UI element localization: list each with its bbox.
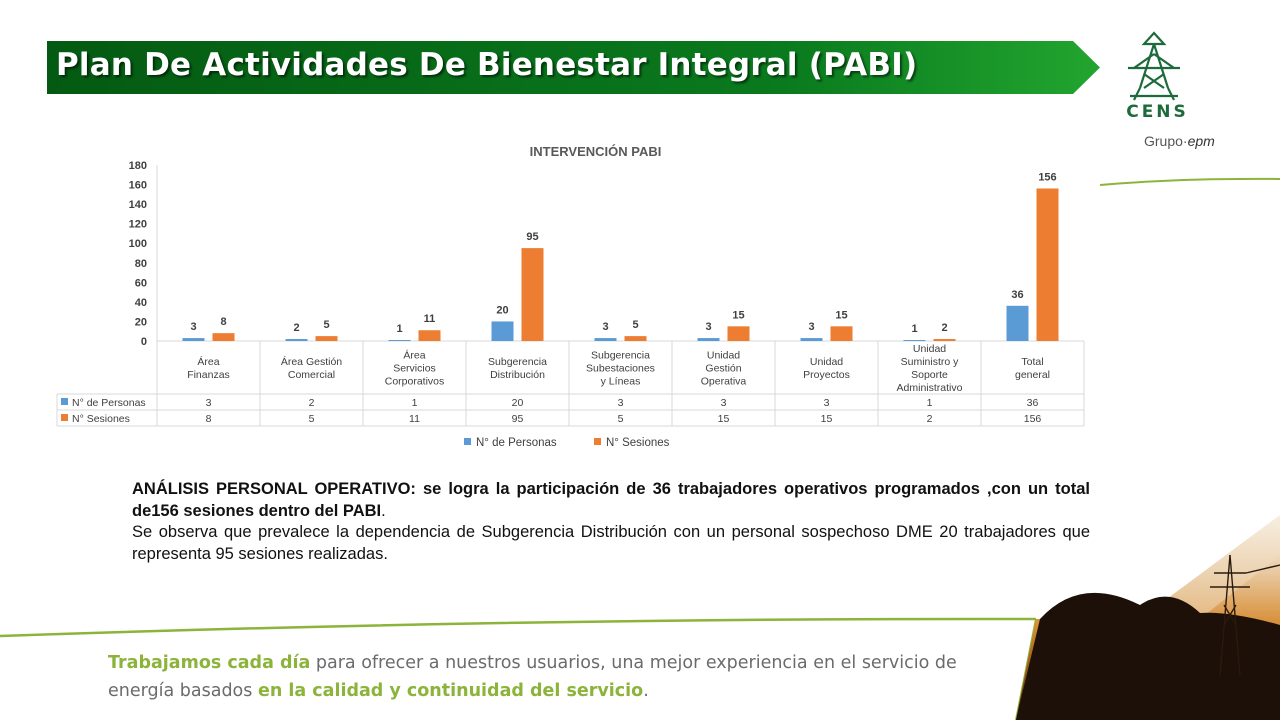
table-value: 3 bbox=[824, 397, 830, 409]
legend-label: N° de Personas bbox=[476, 437, 557, 449]
table-row-label: N° de Personas bbox=[72, 397, 146, 409]
bar-personas bbox=[182, 338, 205, 341]
table-value: 3 bbox=[721, 397, 727, 409]
y-tick-label: 0 bbox=[141, 336, 147, 348]
category-label: Unidad Suministro y Soporte Administrativo bbox=[897, 343, 963, 394]
table-value: 95 bbox=[512, 413, 524, 425]
data-label: 8 bbox=[220, 316, 226, 328]
footer-slogan: Trabajamos cada día para ofrecer a nuest… bbox=[108, 653, 957, 701]
data-label: 95 bbox=[526, 231, 538, 243]
category-label: Unidad Proyectos bbox=[803, 356, 850, 381]
bar-sesiones bbox=[315, 336, 338, 341]
bar-sesiones bbox=[1036, 188, 1059, 341]
data-label: 5 bbox=[632, 319, 638, 331]
bar-sesiones bbox=[933, 339, 956, 341]
category-label: Área Finanzas bbox=[187, 355, 230, 381]
data-label: 3 bbox=[705, 321, 711, 333]
table-legend-key bbox=[61, 414, 68, 421]
bar-personas bbox=[491, 321, 514, 341]
category-label: Total general bbox=[1015, 356, 1050, 381]
category-label: Subgerencia Subestaciones y Líneas bbox=[586, 350, 655, 388]
category-label: Unidad Gestión Operativa bbox=[701, 350, 747, 388]
analysis-text: ANÁLISIS PERSONAL OPERATIVO: se logra la… bbox=[132, 480, 1090, 563]
bar-sesiones bbox=[830, 326, 853, 341]
table-value: 1 bbox=[412, 397, 418, 409]
chart-area: INTERVENCIÓN PABI 0 20 40 60 80 100 120 140 160 18… bbox=[47, 138, 1100, 460]
logo-group: Grupo·epm bbox=[1144, 133, 1215, 149]
bar-personas bbox=[697, 338, 720, 341]
title-banner: Plan De Actividades De Bienestar Integra… bbox=[47, 41, 1100, 94]
chart-title: INTERVENCIÓN PABI bbox=[530, 144, 662, 159]
table-value: 5 bbox=[309, 413, 315, 425]
table-value: 8 bbox=[206, 413, 212, 425]
data-label: 156 bbox=[1038, 171, 1056, 183]
y-tick-label: 180 bbox=[129, 160, 147, 172]
data-label: 3 bbox=[190, 321, 196, 333]
data-label: 1 bbox=[396, 323, 402, 335]
table-legend-key bbox=[61, 398, 68, 405]
data-label: 1 bbox=[911, 323, 917, 335]
bar-personas bbox=[594, 338, 617, 341]
logo-name: CENS bbox=[1126, 102, 1189, 122]
table-value: 36 bbox=[1027, 397, 1039, 409]
data-label: 15 bbox=[835, 309, 847, 321]
table-value: 5 bbox=[618, 413, 624, 425]
bar-sesiones bbox=[212, 333, 235, 341]
data-label: 36 bbox=[1011, 289, 1023, 301]
power-tower-photo bbox=[1016, 515, 1280, 720]
table-value: 15 bbox=[821, 413, 833, 425]
data-label: 11 bbox=[424, 313, 436, 325]
table-value: 1 bbox=[927, 397, 933, 409]
table-value: 3 bbox=[206, 397, 212, 409]
bar-personas bbox=[800, 338, 823, 341]
bar-personas bbox=[903, 340, 926, 342]
data-label: 2 bbox=[293, 322, 299, 334]
category-label: Área Servicios Corporativos bbox=[385, 349, 445, 388]
legend-key bbox=[594, 438, 601, 445]
bar-sesiones bbox=[624, 336, 647, 341]
table-value: 3 bbox=[618, 397, 624, 409]
table-value: 2 bbox=[927, 413, 933, 425]
y-tick-label: 40 bbox=[135, 297, 147, 309]
y-tick-label: 60 bbox=[135, 277, 147, 289]
y-tick-label: 140 bbox=[129, 199, 147, 211]
y-tick-label: 20 bbox=[135, 316, 147, 328]
analysis-heading: ANÁLISIS PERSONAL OPERATIVO: se logra la… bbox=[132, 480, 1090, 520]
legend-key bbox=[464, 438, 471, 445]
bar-personas bbox=[1006, 305, 1029, 341]
table-value: 15 bbox=[718, 413, 730, 425]
bar-sesiones bbox=[521, 248, 544, 341]
cens-tower-logo-icon bbox=[1128, 31, 1180, 101]
bar-personas bbox=[388, 340, 411, 342]
y-tick-label: 80 bbox=[135, 258, 147, 270]
data-label: 2 bbox=[941, 322, 947, 334]
y-tick-label: 120 bbox=[129, 219, 147, 231]
analysis-body: Se observa que prevalece la dependencia … bbox=[132, 523, 1090, 563]
table-value: 2 bbox=[309, 397, 315, 409]
data-label: 20 bbox=[496, 304, 508, 316]
bar-personas bbox=[285, 339, 308, 341]
table-value: 11 bbox=[409, 413, 420, 425]
data-label: 3 bbox=[602, 321, 608, 333]
data-label: 3 bbox=[808, 321, 814, 333]
legend-label: N° Sesiones bbox=[606, 437, 670, 449]
category-label: Área Gestión Comercial bbox=[281, 355, 342, 381]
table-value: 156 bbox=[1024, 413, 1042, 425]
table-value: 20 bbox=[512, 397, 524, 409]
data-label: 5 bbox=[323, 319, 329, 331]
y-tick-label: 160 bbox=[129, 180, 147, 192]
y-tick-label: 100 bbox=[129, 238, 147, 250]
page-title: Plan De Actividades De Bienestar Integra… bbox=[56, 47, 918, 83]
bar-sesiones bbox=[418, 330, 441, 341]
bar-sesiones bbox=[727, 326, 750, 341]
category-label: Subgerencia Distribución bbox=[488, 356, 547, 381]
chart-svg: INTERVENCIÓN PABI02040608010012014016018… bbox=[56, 144, 1085, 449]
table-row-label: N° Sesiones bbox=[72, 413, 130, 425]
data-label: 15 bbox=[732, 309, 744, 321]
